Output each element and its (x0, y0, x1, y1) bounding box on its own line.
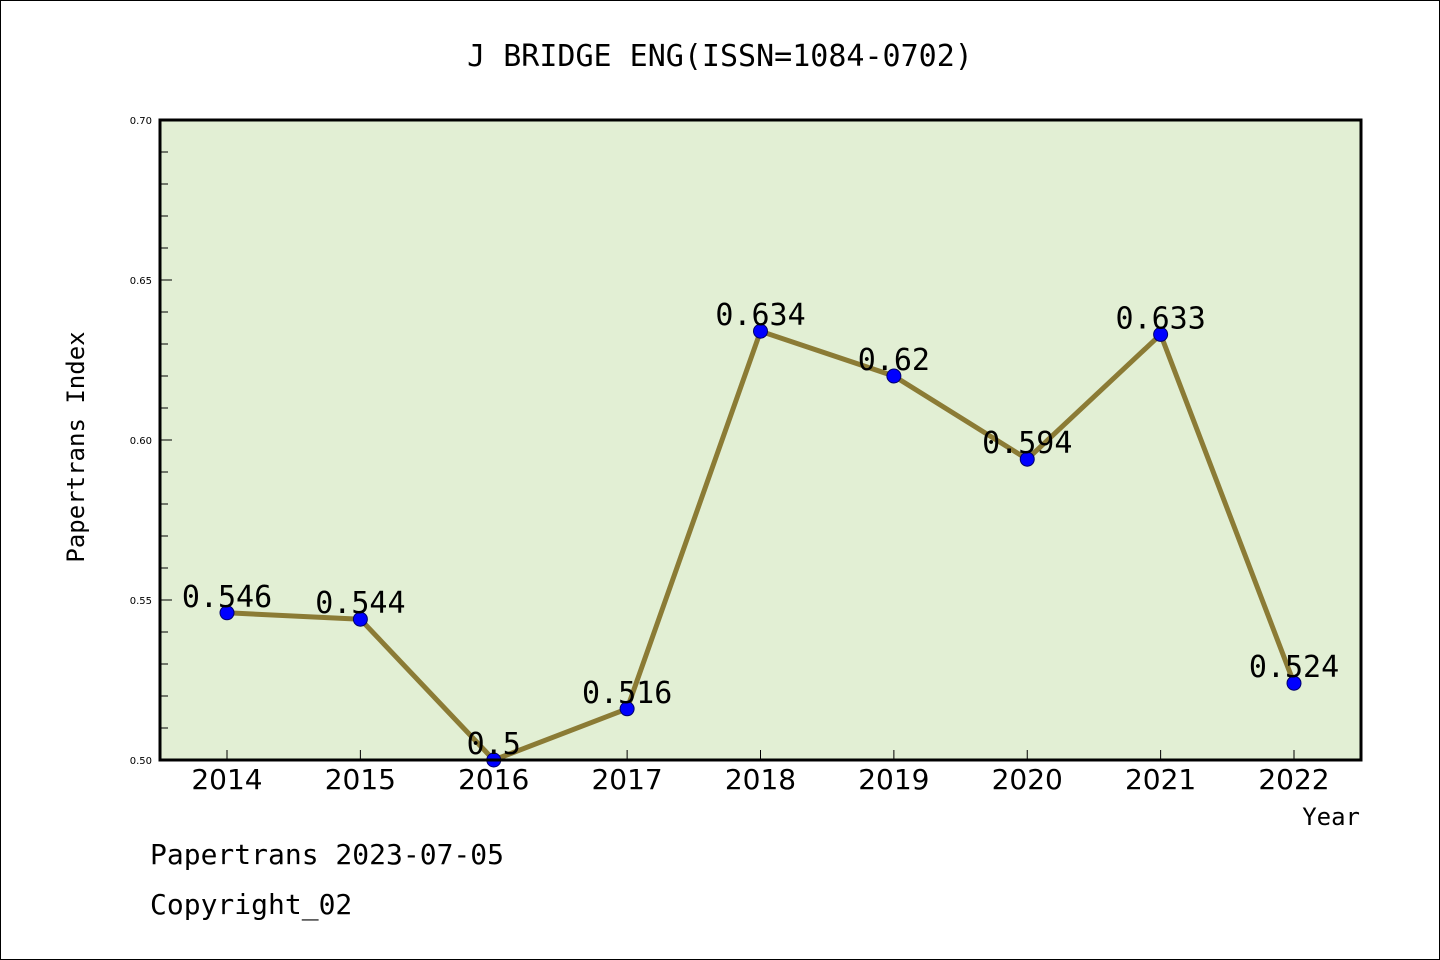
data-point (1153, 326, 1169, 342)
x-tick-label: 2020 (992, 763, 1063, 796)
data-label: 0.516 (582, 676, 672, 711)
x-axis-label: Year (1302, 803, 1360, 831)
data-label: 0.633 (1115, 301, 1205, 336)
x-tick-label: 2017 (591, 763, 662, 796)
data-point (352, 611, 368, 627)
data-label: 0.62 (858, 343, 930, 378)
data-point (753, 323, 768, 339)
y-tick-label: 0.70 (130, 116, 152, 127)
footer-date: Papertrans 2023-07-05 (150, 838, 504, 871)
x-tick-label: 2021 (1125, 763, 1196, 796)
data-label: 0.594 (982, 426, 1072, 461)
data-point (1286, 675, 1302, 691)
x-tick-label: 2015 (325, 763, 396, 796)
x-tick-label: 2022 (1258, 763, 1329, 796)
data-label: 0.634 (715, 298, 805, 333)
data-point (1019, 451, 1035, 467)
data-point (219, 605, 235, 621)
data-label: 0.5 (467, 727, 521, 762)
data-label: 0.544 (315, 586, 405, 621)
y-tick-label: 0.50 (130, 756, 152, 767)
y-tick-label: 0.55 (130, 596, 152, 607)
x-tick-label: 2018 (725, 763, 796, 796)
x-tick-label: 2019 (858, 763, 929, 796)
data-point (886, 368, 902, 384)
chart-title: J BRIDGE ENG(ISSN=1084-0702) (467, 39, 973, 74)
plot-area (160, 120, 1361, 760)
footer-copyright: Copyright_02 (150, 888, 352, 922)
x-tick-label: 2014 (191, 763, 262, 796)
y-axis-label: Papertrans Index (62, 331, 90, 562)
x-tick-label: 2016 (458, 763, 529, 796)
data-label: 0.546 (182, 580, 272, 615)
y-tick-label: 0.65 (130, 276, 152, 287)
data-label: 0.524 (1249, 650, 1339, 685)
y-tick-label: 0.60 (130, 436, 152, 447)
plot-border (158, 118, 1363, 762)
data-point (619, 701, 635, 717)
